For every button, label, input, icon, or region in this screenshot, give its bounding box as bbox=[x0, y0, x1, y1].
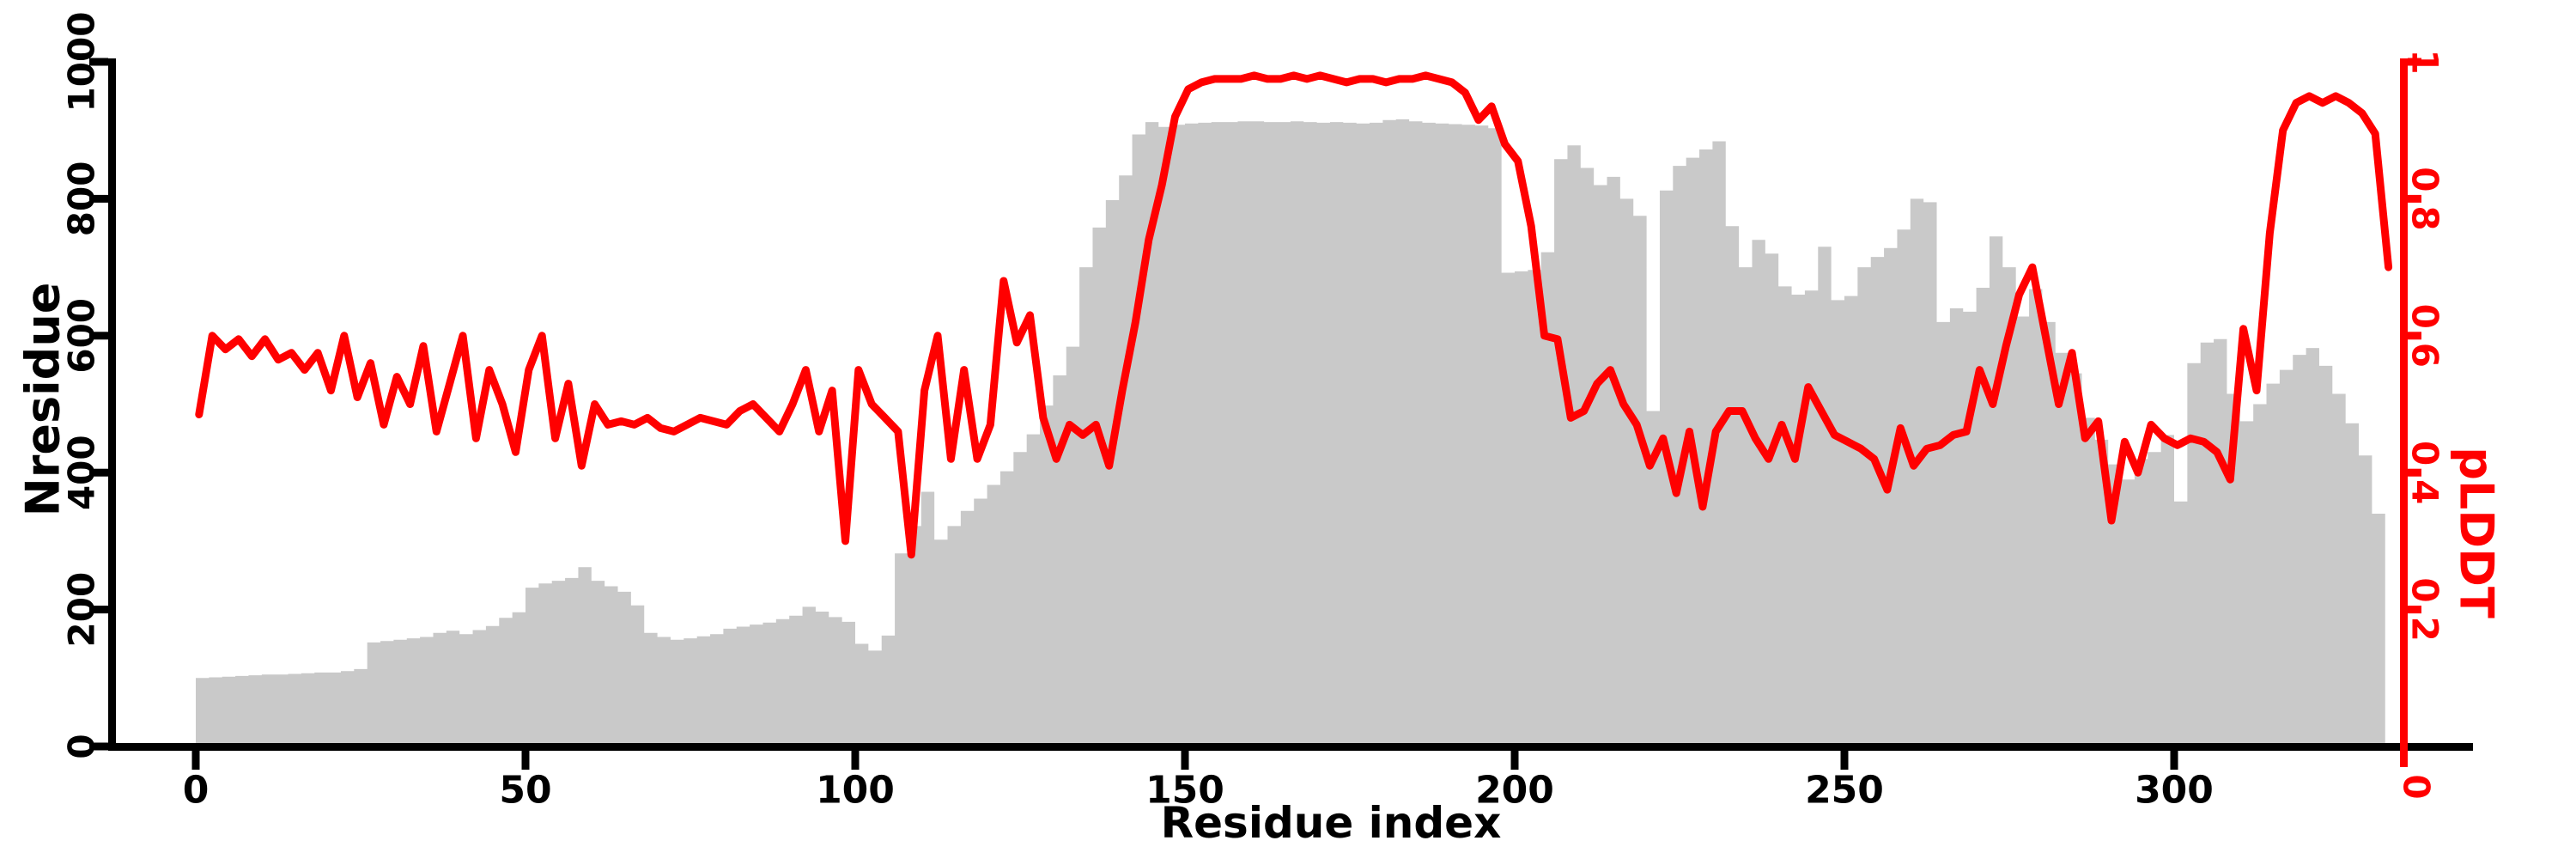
axes-spines bbox=[108, 58, 2473, 751]
svg-text:300: 300 bbox=[2135, 769, 2214, 813]
svg-text:0: 0 bbox=[183, 769, 210, 813]
svg-text:400: 400 bbox=[61, 435, 103, 510]
x-axis-title: Residue index bbox=[1160, 798, 1502, 848]
right-axis-title: pLDDT bbox=[2449, 447, 2504, 618]
nresidue-bars bbox=[196, 119, 2385, 746]
svg-text:600: 600 bbox=[61, 298, 103, 374]
x-axis-ticks: 0 50 100 150 200 250 300 bbox=[183, 751, 2214, 813]
svg-text:50: 50 bbox=[499, 769, 551, 813]
plddt-line bbox=[195, 71, 2393, 559]
svg-text:0.8: 0.8 bbox=[2404, 167, 2446, 230]
svg-text:0: 0 bbox=[61, 734, 103, 758]
svg-text:0.2: 0.2 bbox=[2404, 577, 2446, 641]
svg-text:1000: 1000 bbox=[61, 12, 103, 113]
svg-text:0.4: 0.4 bbox=[2404, 441, 2446, 504]
svg-text:0.6: 0.6 bbox=[2404, 304, 2446, 368]
svg-text:250: 250 bbox=[1805, 769, 1884, 813]
svg-text:150: 150 bbox=[1145, 769, 1224, 813]
svg-text:200: 200 bbox=[61, 572, 103, 648]
svg-text:100: 100 bbox=[816, 769, 895, 813]
svg-text:0: 0 bbox=[2396, 774, 2438, 799]
left-axis-ticks: 0 200 400 600 800 1000 bbox=[61, 12, 108, 759]
svg-text:200: 200 bbox=[1475, 769, 1554, 813]
svg-text:800: 800 bbox=[61, 161, 103, 237]
left-axis-title: Nresidue bbox=[15, 282, 70, 517]
right-axis-ticks: 0 0.2 0.4 0.6 0.8 1 bbox=[2396, 49, 2446, 799]
svg-text:1: 1 bbox=[2404, 49, 2446, 74]
